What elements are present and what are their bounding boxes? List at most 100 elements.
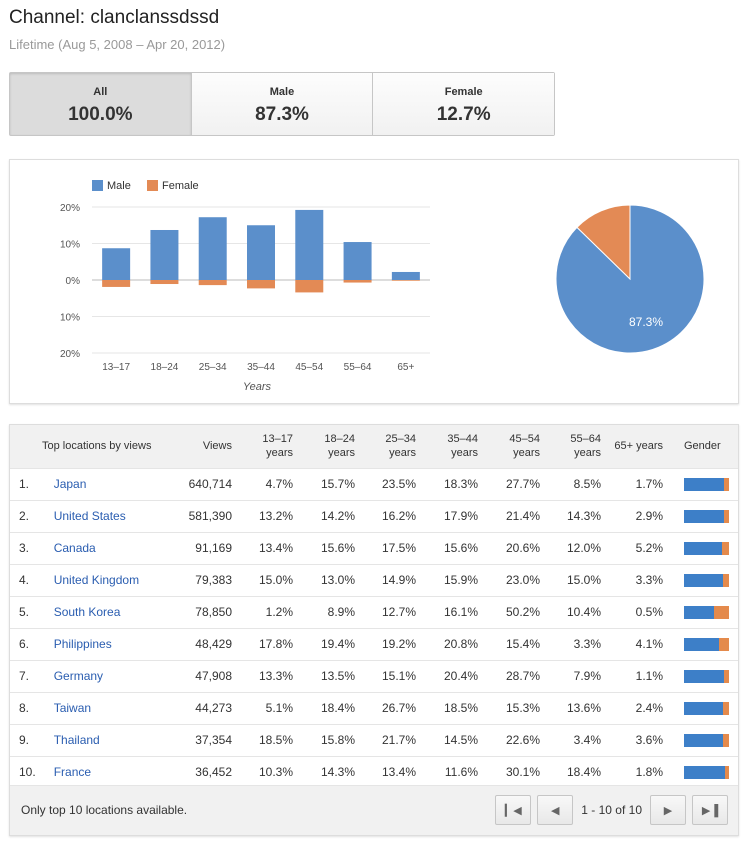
gender-bar [684, 734, 729, 748]
bar-male [102, 248, 131, 280]
row-age-pct: 17.9% [425, 499, 487, 532]
location-link[interactable]: United States [53, 509, 126, 523]
row-age-pct: 7.9% [549, 659, 610, 692]
gender-bar-male [684, 734, 723, 748]
chart-bars [102, 209, 420, 293]
header-18-24[interactable]: 18–24 years [302, 425, 364, 468]
row-age-pct: 13.4% [364, 755, 425, 788]
x-tick-label: 18–24 [151, 362, 179, 373]
date-range: Lifetime (Aug 5, 2008 – Apr 20, 2012) [9, 37, 226, 52]
bar-female [295, 280, 324, 293]
row-age-pct: 19.4% [302, 627, 364, 660]
row-rank: 3. [10, 531, 45, 564]
location-link[interactable]: France [53, 765, 92, 780]
tab-all[interactable]: All 100.0% [10, 73, 192, 135]
location-link[interactable]: Taiwan [53, 701, 92, 715]
row-age-pct: 18.5% [425, 691, 487, 724]
table-row: 1. Japan 640,714 4.7% 15.7% 23.5% 18.3% 27.7% 8.… [10, 467, 738, 500]
row-location: United Kingdom [44, 563, 181, 596]
gender-bar-female [725, 766, 729, 780]
header-45-54[interactable]: 45–54 years [487, 425, 549, 468]
row-age-pct: 23.0% [487, 563, 549, 596]
pagination: ▎◀ ◀ 1 - 10 of 10 ▶ ▶▐ [495, 795, 728, 825]
x-tick-label: 55–64 [344, 362, 372, 373]
table-row: 10. France 36,452 10.3% 14.3% 13.4% 11.6% 30.1%… [10, 755, 738, 788]
table-header-row: Top locations by views Views 13–17 years… [10, 425, 738, 468]
location-link[interactable]: South Korea [53, 605, 121, 619]
locations-table-panel: Top locations by views Views 13–17 years… [9, 424, 739, 836]
row-age-pct: 16.2% [364, 499, 425, 532]
y-axis-ticks: 20% 10% 0% 10% 20% [60, 203, 80, 360]
row-age-pct: 18.4% [302, 691, 364, 724]
location-link[interactable]: Canada [53, 541, 96, 555]
gender-bar-female [723, 574, 729, 588]
y-tick-label: 10% [60, 313, 80, 324]
first-page-icon: ▎◀ [504, 804, 522, 817]
row-age-pct: 15.6% [302, 531, 364, 564]
gender-bar-male [684, 542, 722, 556]
table-row: 8. Taiwan 44,273 5.1% 18.4% 26.7% 18.5% 15.3% 13… [10, 691, 738, 724]
page-title: Channel: clanclanssdssd [9, 7, 220, 28]
row-age-pct: 12.7% [364, 595, 425, 628]
row-age-pct: 26.7% [364, 691, 425, 724]
row-gender [672, 531, 738, 564]
row-views: 79,383 [181, 563, 241, 596]
row-rank: 10. [10, 755, 45, 788]
header-views[interactable]: Views [181, 425, 241, 468]
row-views: 44,273 [181, 691, 241, 724]
y-tick-label: 20% [60, 349, 80, 360]
location-link[interactable]: United Kingdom [53, 573, 140, 587]
table-footer: Only top 10 locations available. ▎◀ ◀ 1 … [10, 785, 738, 835]
row-age-pct: 15.3% [487, 691, 549, 724]
location-link[interactable]: Japan [53, 477, 87, 491]
header-55-64[interactable]: 55–64 years [549, 425, 610, 468]
row-age-pct: 13.5% [302, 659, 364, 692]
header-13-17[interactable]: 13–17 years [241, 425, 302, 468]
header-35-44[interactable]: 35–44 years [425, 425, 487, 468]
tab-female[interactable]: Female 12.7% [373, 73, 555, 135]
row-age-pct: 17.5% [364, 531, 425, 564]
row-age-pct: 21.7% [364, 723, 425, 756]
prev-page-button[interactable]: ◀ [537, 795, 574, 825]
gender-bar [684, 510, 729, 524]
x-tick-label: 45–54 [295, 362, 323, 373]
tab-male[interactable]: Male 87.3% [191, 73, 374, 135]
bar-male [391, 271, 420, 280]
header-65-plus[interactable]: 65+ years [610, 425, 672, 468]
tab-all-value: 100.0% [68, 104, 133, 125]
next-page-button[interactable]: ▶ [650, 795, 686, 825]
row-age-pct: 18.3% [425, 467, 487, 500]
first-page-button[interactable]: ▎◀ [495, 795, 532, 825]
row-age-pct: 19.2% [364, 627, 425, 660]
row-age-pct: 12.0% [549, 531, 610, 564]
tab-female-value: 12.7% [436, 104, 491, 125]
row-location: France [44, 755, 181, 788]
row-age-pct: 22.6% [487, 723, 549, 756]
table-row: 3. Canada 91,169 13.4% 15.6% 17.5% 15.6% 20.6% 1… [10, 531, 738, 564]
header-location[interactable]: Top locations by views [10, 425, 181, 468]
x-tick-label: 65+ [397, 362, 414, 373]
row-age-pct: 0.5% [610, 595, 672, 628]
row-age-pct: 14.9% [364, 563, 425, 596]
location-link[interactable]: Germany [53, 669, 104, 683]
gender-bar-male [684, 510, 724, 524]
row-age-pct: 10.4% [549, 595, 610, 628]
location-link[interactable]: Philippines [53, 637, 112, 651]
location-link[interactable]: Thailand [53, 733, 100, 747]
gender-bar-female [724, 478, 729, 492]
row-age-pct: 5.1% [241, 691, 302, 724]
prev-page-icon: ◀ [551, 804, 560, 817]
row-gender [672, 627, 738, 660]
row-views: 36,452 [181, 755, 241, 788]
header-25-34[interactable]: 25–34 years [364, 425, 425, 468]
row-gender [672, 691, 738, 724]
row-age-pct: 8.5% [549, 467, 610, 500]
row-age-pct: 16.1% [425, 595, 487, 628]
header-gender: Gender [672, 425, 738, 468]
gender-bar-female [724, 510, 729, 524]
x-tick-label: 25–34 [199, 362, 227, 373]
row-views: 91,169 [181, 531, 241, 564]
table-row: 6. Philippines 48,429 17.8% 19.4% 19.2% 20.8% 1… [10, 627, 738, 660]
last-page-icon: ▶▐ [701, 804, 719, 817]
last-page-button[interactable]: ▶▐ [692, 795, 728, 825]
